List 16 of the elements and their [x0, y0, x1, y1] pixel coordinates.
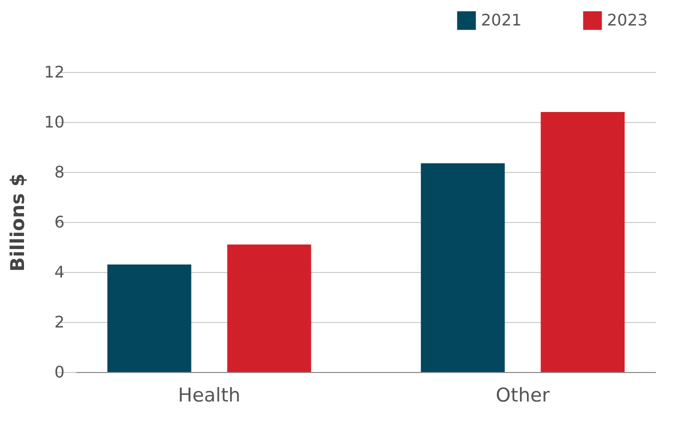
- y-tick-label: 4: [54, 262, 64, 282]
- bar: [227, 244, 312, 372]
- bar: [420, 163, 505, 372]
- y-tick-label: 0: [54, 362, 64, 382]
- y-tick-label: 10: [44, 112, 64, 132]
- bar: [540, 112, 625, 372]
- y-axis-title: Billions $: [7, 173, 30, 272]
- x-tick-label: Health: [178, 384, 240, 406]
- legend-label: 2021: [481, 10, 522, 30]
- y-tick-label: 12: [44, 62, 64, 82]
- legend-label: 2023: [607, 10, 648, 30]
- x-tick-label: Other: [496, 384, 550, 406]
- y-tick-label: 8: [54, 162, 64, 182]
- y-tick-label: 2: [54, 312, 64, 332]
- y-tick-label: 6: [54, 212, 64, 232]
- bar: [107, 264, 192, 372]
